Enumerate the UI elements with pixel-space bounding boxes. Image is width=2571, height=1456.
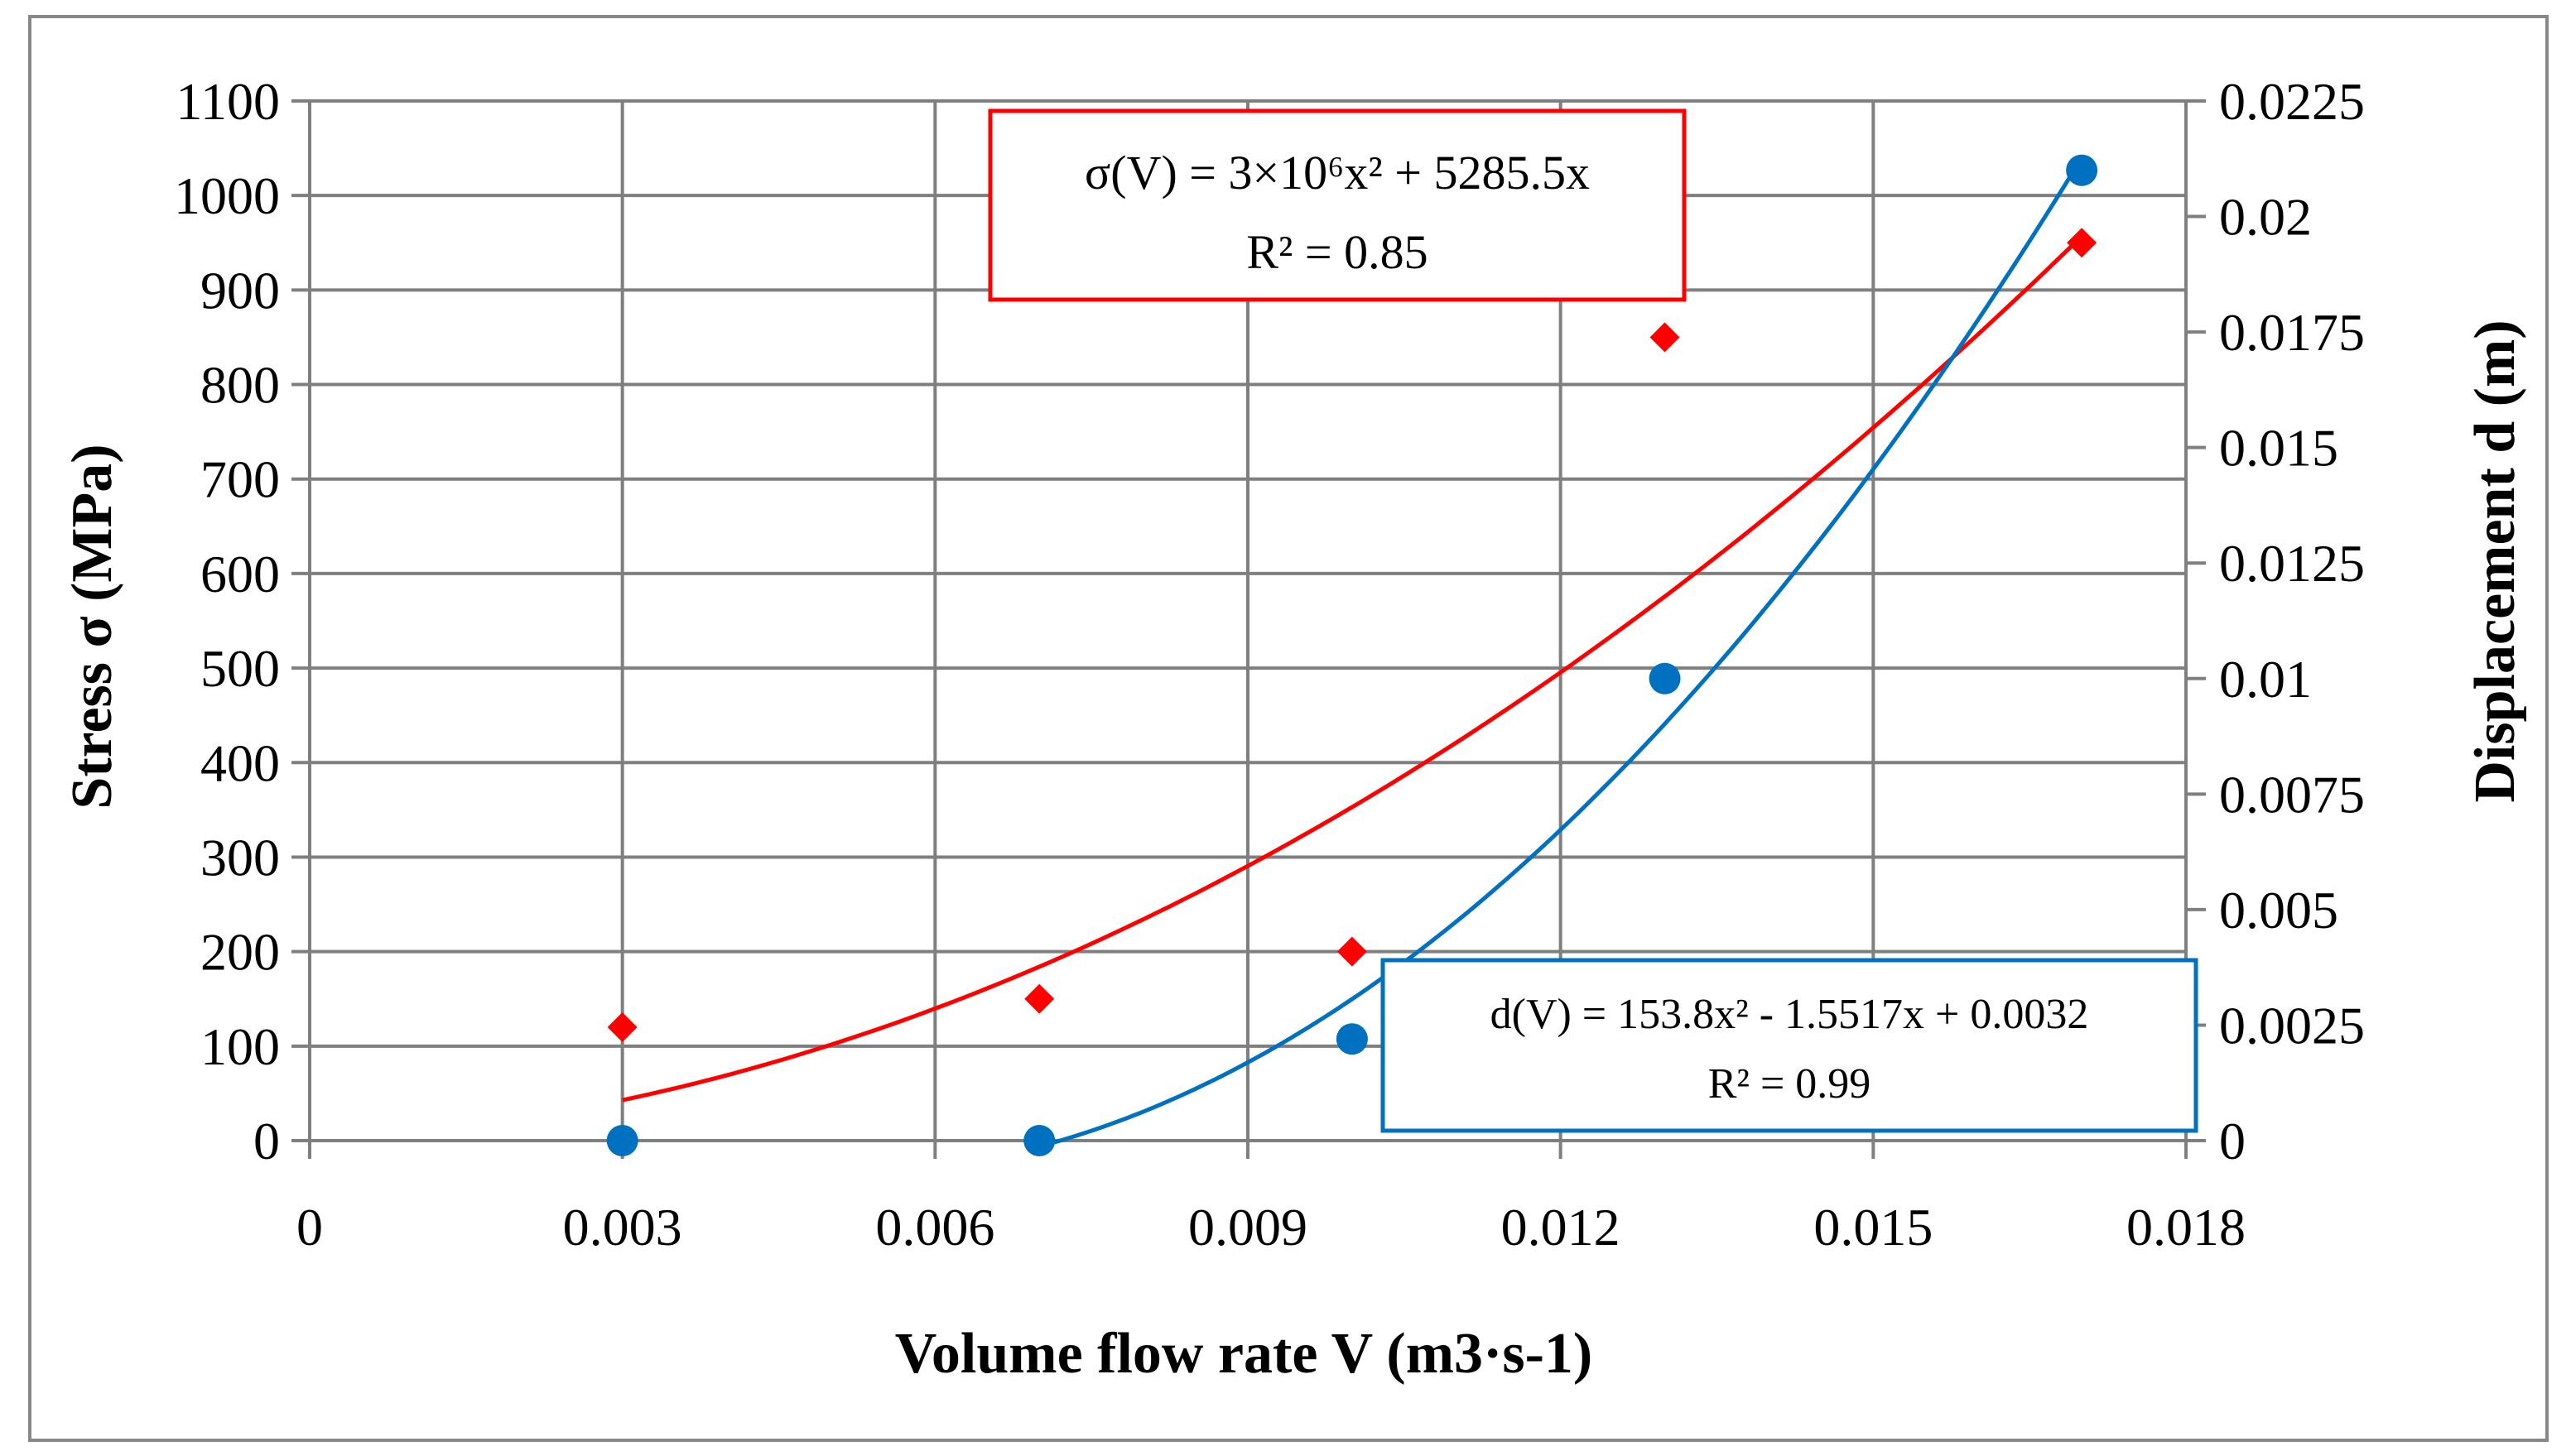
displacement-point [1336,1023,1368,1055]
displacement-point [606,1125,638,1156]
left-tick-label: 900 [200,261,280,320]
stress-r2: R² = 0.85 [1246,225,1428,279]
displacement-point [1649,662,1681,694]
left-tick-label: 200 [200,923,280,982]
right-tick-label: 0.015 [2219,419,2338,478]
left-tick-label: 800 [200,356,280,415]
right-axis-ticks: 0 0.0025 0.005 0.0075 0.01 0.0125 0.015 0.0175 0… [2186,72,2365,1170]
right-axis-title: Displacement d (m) [2463,320,2527,802]
displacement-equation: d(V) = 153.8x² - 1.5517x + 0.0032 [1490,991,2089,1038]
stress-equation-box: σ(V) = 3×10⁶x² + 5285.5x R² = 0.85 [988,108,1687,302]
left-tick-label: 0 [253,1112,280,1170]
left-axis-title: Stress σ (MPa) [60,444,124,809]
displacement-equation-box: d(V) = 153.8x² - 1.5517x + 0.0032 R² = 0… [1380,958,2198,1133]
displacement-trendline [1038,156,2084,1149]
x-tick-label: 0.003 [563,1198,682,1257]
left-tick-label: 400 [200,733,280,792]
left-axis-ticks: 0 100 200 300 400 500 600 700 800 900 1000 1100 [174,72,280,1170]
stress-equation: σ(V) = 3×10⁶x² + 5285.5x [1085,146,1590,199]
x-tick-label: 0.015 [1813,1198,1933,1257]
stress-point [607,1012,638,1042]
stress-point [2067,228,2097,258]
markers [606,154,2098,1156]
right-tick-label: 0.02 [2219,188,2312,247]
x-axis-ticks: 0 0.003 0.006 0.009 0.012 0.015 0.018 [296,1198,2246,1257]
stress-trendline [622,234,2083,1103]
trendlines [622,156,2084,1149]
right-tick-label: 0.0225 [2219,72,2365,131]
left-tick-label: 600 [200,545,280,603]
stress-point [1649,322,1680,353]
left-tick-label: 500 [200,639,280,698]
stress-point [1336,936,1367,967]
right-tick-label: 0.0175 [2219,303,2365,362]
left-tick-label: 100 [200,1017,280,1076]
x-tick-label: 0.006 [875,1198,994,1257]
right-tick-label: 0 [2219,1112,2246,1170]
left-tick-label: 700 [200,450,280,509]
x-axis-title: Volume flow rate V (m3·s-1) [895,1322,1593,1386]
x-tick-label: 0.009 [1188,1198,1307,1257]
x-tick-label: 0.012 [1501,1198,1620,1257]
displacement-point [1023,1125,1056,1156]
right-tick-label: 0.01 [2219,650,2312,709]
right-tick-label: 0.005 [2219,881,2338,939]
displacement-r2: R² = 0.99 [1708,1060,1871,1108]
right-tick-label: 0.0025 [2219,996,2365,1055]
left-tick-label: 1100 [176,72,280,131]
x-tick-label: 0 [296,1198,323,1257]
displacement-point [2066,154,2098,186]
right-tick-label: 0.0125 [2219,534,2365,593]
right-tick-label: 0.0075 [2219,765,2365,824]
stress-point [1024,983,1055,1014]
left-tick-label: 1000 [174,166,280,225]
x-tick-label: 0.018 [2126,1198,2246,1257]
left-tick-label: 300 [200,828,280,887]
